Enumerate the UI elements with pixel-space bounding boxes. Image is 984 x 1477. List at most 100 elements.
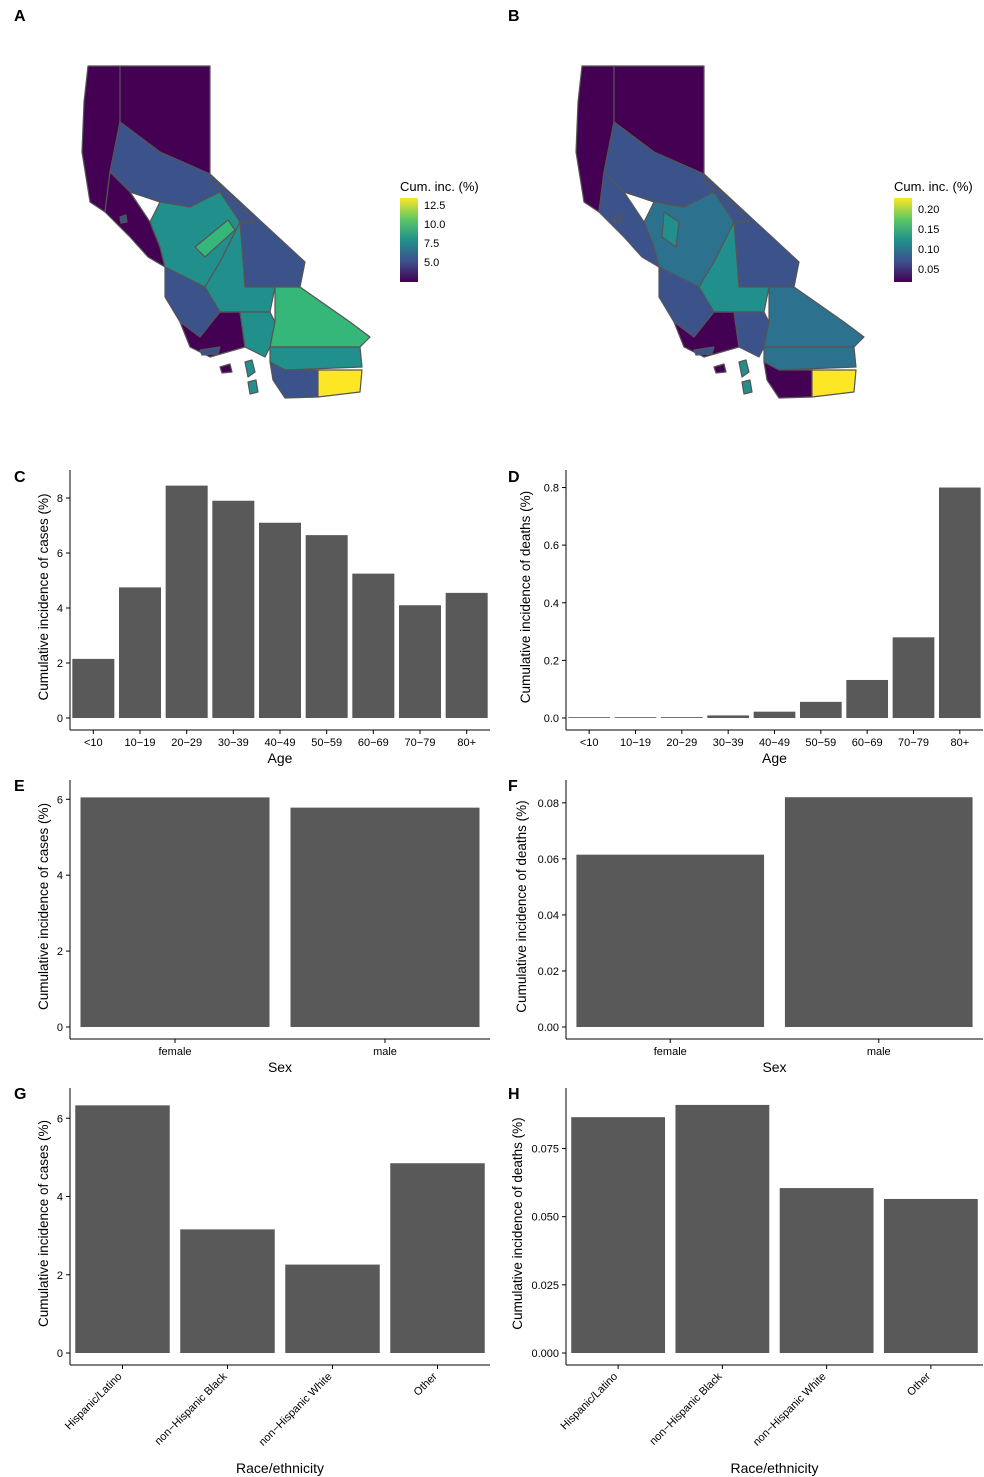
x-axis-title: Sex (268, 1059, 292, 1075)
x-tick-label: 40−49 (759, 737, 790, 749)
x-tick-label: female (654, 1046, 687, 1058)
y-axis-title: Cumulative incidence of deaths (%) (518, 491, 533, 703)
county-region-imperial (317, 369, 363, 398)
bar (72, 658, 115, 718)
x-tick-label: <10 (84, 737, 103, 749)
island-2 (713, 363, 727, 374)
island-1 (199, 346, 221, 356)
legend-deaths-tick: 0.05 (918, 264, 940, 276)
legend-cases-title: Cum. inc. (%) (400, 179, 479, 194)
bar (75, 1105, 170, 1353)
bar (259, 522, 301, 718)
y-tick-label: 0.00 (538, 1022, 559, 1034)
bar (399, 605, 441, 718)
island-1 (693, 346, 715, 356)
panel-label-f: F (508, 778, 518, 795)
legend-deaths: Cum. inc. (%) 0.20 0.15 0.10 0.05 (894, 179, 973, 282)
x-tick-label: Hispanic/Latino (559, 1371, 621, 1433)
bar (352, 573, 395, 718)
county-region-san-bernardino (763, 286, 865, 348)
y-tick-label: 2 (57, 946, 63, 958)
y-axis-title: Cumulative incidence of cases (%) (36, 1120, 51, 1327)
bar (212, 500, 255, 718)
island-5 (613, 214, 622, 224)
bar (784, 797, 973, 1027)
x-tick-label: male (867, 1046, 891, 1058)
legend-deaths-tick: 0.20 (918, 204, 940, 216)
y-tick-label: 0.06 (538, 854, 559, 866)
y-axis-title: Cumulative incidence of cases (%) (36, 493, 51, 700)
y-tick-label: 2 (57, 658, 63, 670)
y-tick-label: 0.08 (538, 798, 559, 810)
y-tick-label: 2 (57, 1270, 63, 1282)
x-tick-label: male (373, 1046, 397, 1058)
bar (799, 701, 842, 718)
county-region-riverside (269, 346, 363, 371)
x-tick-label: 20−29 (171, 737, 202, 749)
panel-label-h: H (508, 1086, 520, 1103)
x-tick-label: 10−19 (125, 737, 156, 749)
bar (846, 679, 889, 718)
x-tick-label: Other (905, 1370, 933, 1398)
county-region-merced-highlight (194, 219, 236, 258)
x-tick-label: non−Hispanic White (751, 1371, 829, 1449)
panel-label-a: A (14, 8, 26, 25)
x-tick-label: 30−39 (218, 737, 249, 749)
x-tick-label: 30−39 (713, 737, 744, 749)
x-tick-label: 70−79 (898, 737, 929, 749)
y-tick-label: 4 (57, 870, 63, 882)
bar (290, 807, 480, 1027)
bar (707, 715, 750, 718)
legend-deaths-title: Cum. inc. (%) (894, 179, 973, 194)
island-4 (741, 379, 753, 395)
y-tick-label: 0.6 (544, 540, 559, 552)
bar (390, 1163, 485, 1353)
y-tick-label: 0.8 (544, 483, 559, 495)
island-3 (738, 359, 750, 378)
bar (305, 535, 348, 718)
panel-label-d: D (508, 469, 520, 486)
x-tick-label: 10−19 (620, 737, 651, 749)
y-axis-title: Cumulative incidence of cases (%) (36, 803, 51, 1010)
y-tick-label: 0.000 (531, 1348, 559, 1360)
panel-label-b: B (508, 8, 520, 25)
island-5 (119, 214, 128, 224)
panel-label-g: G (14, 1086, 27, 1103)
x-axis-title: Age (268, 750, 293, 766)
california-case-map (81, 65, 371, 399)
county-region-riverside (763, 346, 857, 371)
legend-cases-tick: 5.0 (424, 256, 440, 269)
bar (571, 1117, 666, 1353)
island-4 (247, 379, 259, 395)
bar (180, 1229, 275, 1353)
y-tick-label: 4 (57, 1192, 63, 1204)
y-axis-title: Cumulative incidence of deaths (%) (514, 800, 529, 1012)
bar (753, 711, 796, 718)
legend-deaths-colorbar (894, 198, 912, 282)
bar (779, 1188, 874, 1353)
x-tick-label: Other (412, 1370, 440, 1398)
legend-deaths-ticks: 0.20 0.15 0.10 0.05 (912, 198, 972, 282)
county-region-los-angeles (219, 311, 276, 358)
panel-label-c: C (14, 469, 26, 486)
legend-cases-colorbar (400, 198, 418, 282)
bar (568, 717, 611, 718)
y-tick-label: 6 (57, 794, 63, 806)
y-tick-label: 0.075 (531, 1144, 559, 1156)
y-tick-label: 6 (57, 548, 63, 560)
y-tick-label: 0 (57, 1022, 63, 1034)
bar (892, 637, 935, 718)
legend-cases-tick: 10.0 (424, 218, 446, 231)
y-tick-label: 0.02 (538, 966, 559, 978)
x-tick-label: non−Hispanic White (257, 1371, 335, 1449)
legend-cases: Cum. inc. (%) 12.5 10.0 7.5 5.0 (400, 179, 479, 282)
y-tick-label: 8 (57, 493, 63, 505)
y-tick-label: 0.050 (531, 1212, 559, 1224)
island-2 (219, 363, 233, 374)
bar (660, 717, 703, 718)
y-axis-title: Cumulative incidence of deaths (%) (510, 1117, 525, 1329)
bar (285, 1264, 380, 1353)
legend-cases-tick: 7.5 (424, 237, 440, 250)
x-tick-label: 60−69 (358, 737, 389, 749)
